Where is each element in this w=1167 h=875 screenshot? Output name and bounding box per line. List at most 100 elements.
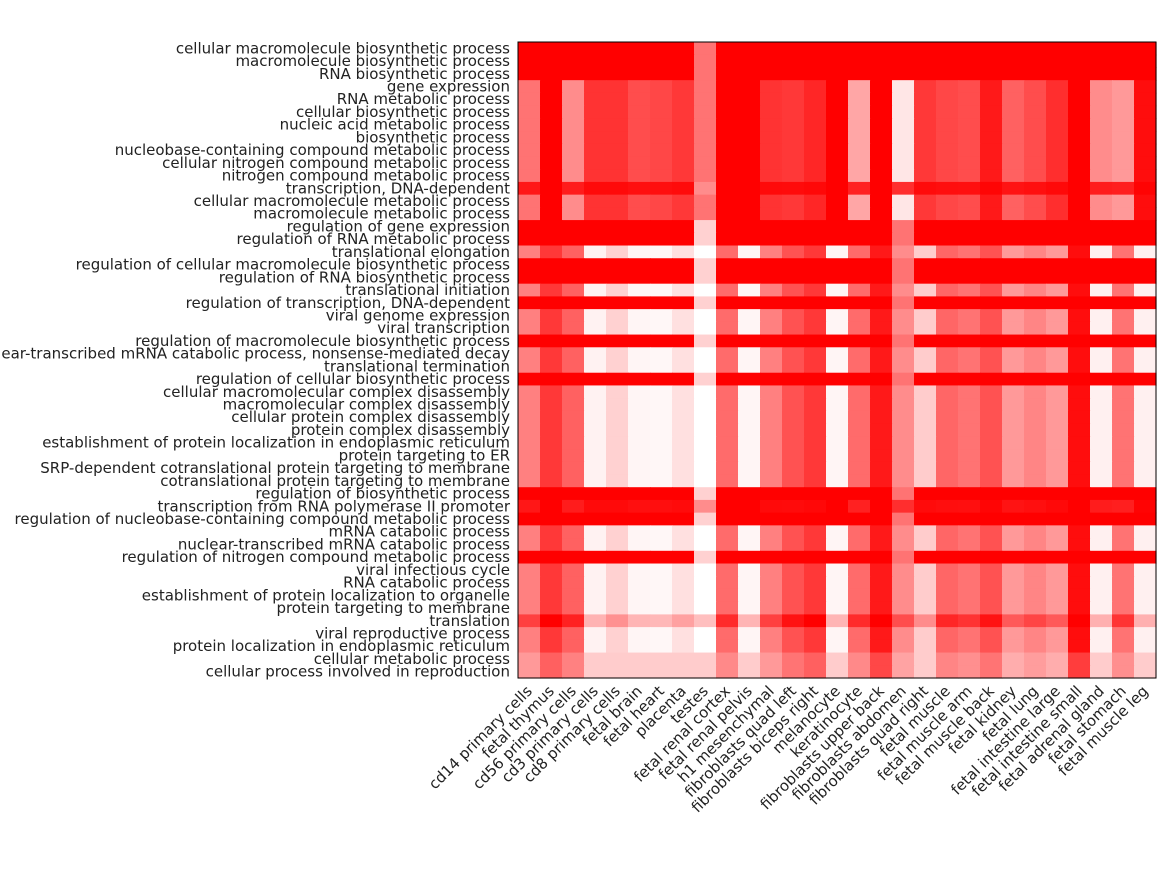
heatmap-cell: [738, 550, 761, 565]
row-label: SRP-dependent cotranslational protein ta…: [40, 459, 510, 477]
heatmap-cell: [1002, 258, 1025, 272]
heatmap-cell: [1024, 207, 1047, 221]
heatmap-cell: [540, 181, 563, 196]
heatmap-cell: [936, 270, 959, 285]
heatmap-cell: [540, 92, 563, 107]
heatmap-cell: [804, 614, 827, 628]
heatmap-cell: [1024, 410, 1047, 425]
heatmap-cell: [628, 92, 651, 107]
heatmap-cell: [694, 487, 717, 501]
heatmap-cell: [1024, 309, 1047, 323]
heatmap-cell: [562, 270, 585, 285]
heatmap-cell: [1134, 296, 1157, 310]
heatmap-cell: [782, 245, 805, 259]
heatmap-cell: [694, 538, 717, 552]
heatmap-cell: [1024, 42, 1047, 56]
heatmap-cell: [1090, 131, 1113, 145]
heatmap-cell: [1090, 296, 1113, 310]
heatmap-cell: [870, 652, 893, 666]
heatmap-cell: [518, 398, 541, 412]
heatmap-cell: [958, 92, 981, 107]
heatmap-cell: [958, 258, 981, 272]
heatmap-cell: [826, 372, 849, 387]
heatmap-cell: [1068, 181, 1091, 196]
heatmap-cell: [650, 283, 673, 297]
heatmap-cell: [606, 652, 629, 666]
heatmap-cell: [1090, 169, 1113, 183]
heatmap-cell: [804, 410, 827, 425]
heatmap-cell: [1002, 156, 1025, 170]
heatmap-cell: [892, 270, 915, 285]
heatmap-cell: [1002, 601, 1025, 615]
heatmap-cell: [804, 321, 827, 336]
heatmap-cell: [914, 245, 937, 259]
heatmap-cell: [628, 601, 651, 615]
heatmap-cell: [980, 156, 1003, 170]
heatmap-cell: [518, 181, 541, 196]
heatmap-cell: [1134, 576, 1157, 590]
heatmap-cell: [914, 360, 937, 374]
heatmap-cell: [848, 131, 871, 145]
heatmap-cell: [914, 296, 937, 310]
row-label: translational termination: [324, 357, 510, 375]
heatmap-cell: [804, 220, 827, 234]
heatmap-cell: [694, 576, 717, 590]
heatmap-cell: [1046, 169, 1069, 183]
heatmap-cell: [584, 487, 607, 501]
heatmap-cell: [760, 270, 783, 285]
row-label: cellular metabolic process: [314, 650, 510, 668]
heatmap-cell: [1068, 258, 1091, 272]
heatmap-cell: [848, 92, 871, 107]
heatmap-cell: [804, 207, 827, 221]
heatmap-cell: [870, 372, 893, 387]
heatmap-cell: [738, 232, 761, 247]
heatmap-cell: [826, 499, 849, 514]
heatmap-cell: [562, 474, 585, 488]
heatmap-cell: [562, 245, 585, 259]
heatmap-cell: [694, 499, 717, 514]
row-label: protein targeting to ER: [339, 446, 510, 464]
heatmap-cell: [716, 194, 739, 208]
heatmap-cell: [540, 296, 563, 310]
heatmap-cell: [936, 42, 959, 56]
heatmap-cell: [738, 207, 761, 221]
heatmap-cell: [958, 385, 981, 399]
heatmap-cell: [716, 67, 739, 81]
heatmap-cell: [826, 334, 849, 348]
heatmap-cell: [936, 639, 959, 654]
heatmap-cell: [650, 67, 673, 81]
heatmap-cell: [936, 92, 959, 107]
heatmap-cell: [1134, 360, 1157, 374]
heatmap-cell: [562, 207, 585, 221]
heatmap-cell: [738, 156, 761, 170]
heatmap-cell: [1134, 627, 1157, 641]
heatmap-cell: [694, 423, 717, 437]
heatmap-cell: [826, 220, 849, 234]
heatmap-cell: [848, 232, 871, 247]
heatmap-cell: [914, 550, 937, 565]
heatmap-cell: [848, 334, 871, 348]
heatmap-cell: [760, 220, 783, 234]
heatmap-cell: [672, 270, 695, 285]
heatmap-cell: [870, 245, 893, 259]
heatmap-cell: [672, 283, 695, 297]
heatmap-cell: [518, 207, 541, 221]
heatmap-cell: [958, 588, 981, 603]
heatmap-cell: [716, 499, 739, 514]
heatmap-cell: [980, 360, 1003, 374]
heatmap-cell: [606, 131, 629, 145]
heatmap-cell: [518, 118, 541, 132]
heatmap-cell: [694, 347, 717, 361]
heatmap-cell: [1046, 512, 1069, 526]
heatmap-cell: [518, 42, 541, 56]
heatmap-cell: [628, 105, 651, 119]
heatmap-cell: [1112, 80, 1135, 94]
heatmap-cell: [1068, 360, 1091, 374]
row-label: gene expression: [387, 78, 510, 96]
heatmap-cell: [1002, 652, 1025, 666]
heatmap-cell: [1090, 334, 1113, 348]
heatmap-cell: [936, 410, 959, 425]
heatmap-cell: [1112, 118, 1135, 132]
heatmap-cell: [1068, 652, 1091, 666]
heatmap-cell: [826, 270, 849, 285]
